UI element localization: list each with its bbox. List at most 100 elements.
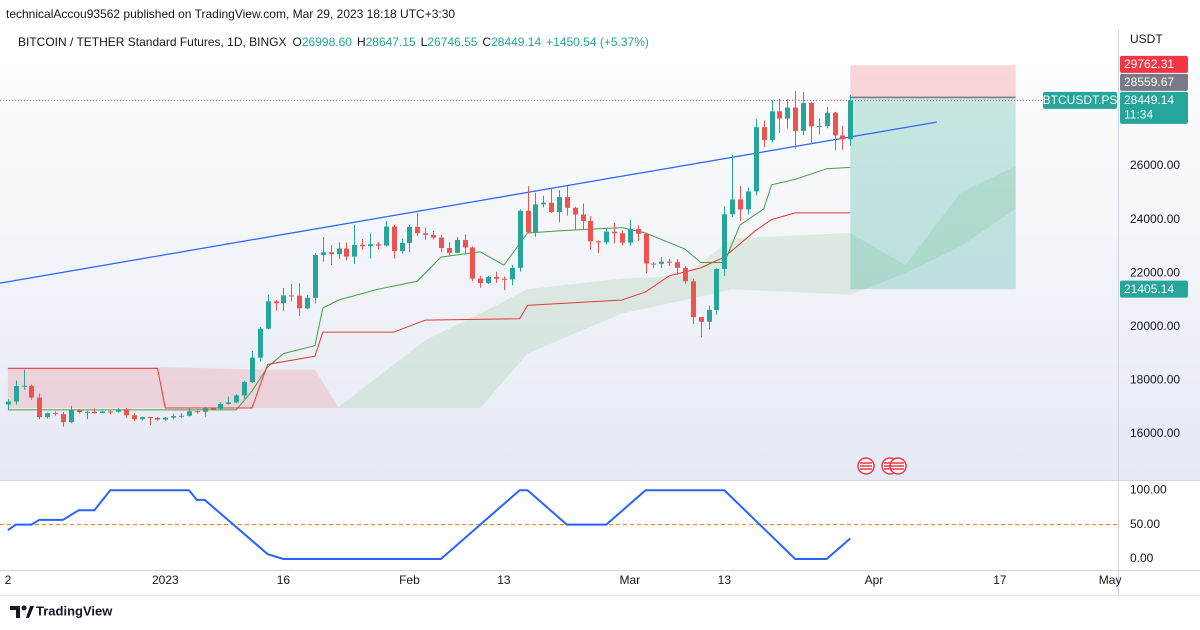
candle-body <box>92 411 97 414</box>
legend-text: BITCOIN / TETHER Standard Futures, 1D, B… <box>18 35 649 49</box>
candle-body <box>226 402 231 404</box>
flag-stripes <box>860 462 872 470</box>
candle-body <box>840 135 845 140</box>
candle-body <box>218 403 223 409</box>
candle-body <box>754 127 759 192</box>
candle-body <box>573 207 578 215</box>
candle-body <box>329 252 334 255</box>
candle-body <box>494 276 499 279</box>
candle-body <box>675 262 680 268</box>
cloud <box>338 166 1016 409</box>
trend-line <box>0 121 938 284</box>
y-tick-label: 20000.00 <box>1130 319 1180 333</box>
candle-body <box>526 210 531 233</box>
candle-body <box>344 248 349 257</box>
candle-body <box>730 199 735 215</box>
candle-body <box>234 395 239 403</box>
price-tag-label: 29762.31 <box>1124 57 1174 71</box>
brand-name[interactable]: TradingView <box>36 603 113 618</box>
x-tick-label: 13 <box>497 573 511 587</box>
symbol: BITCOIN / TETHER Standard Futures, 1D, B… <box>18 35 287 49</box>
candles <box>6 90 853 427</box>
legend-change: +1450.54 (+5.37%) <box>546 35 649 49</box>
candle-body <box>738 199 743 210</box>
x-tick-label: 16 <box>277 573 291 587</box>
candle-body <box>415 226 420 234</box>
candle-body <box>762 127 767 141</box>
candle-body <box>171 416 176 418</box>
logo-dot <box>21 605 27 611</box>
candle-body <box>211 408 216 410</box>
legend-key: L <box>421 35 428 49</box>
candle-body <box>14 386 19 402</box>
candle-body <box>384 226 389 246</box>
price-tag <box>1120 280 1188 298</box>
candle-body <box>707 309 712 322</box>
x-tick-label: 13 <box>718 573 732 587</box>
logo-slash <box>26 606 34 618</box>
y-tick-label: 24000.00 <box>1130 212 1180 226</box>
candle-body <box>69 409 74 423</box>
legend-key: H <box>357 35 366 49</box>
candle-body <box>37 397 42 418</box>
price-tag-label: 21405.14 <box>1124 282 1174 296</box>
candle-body <box>651 263 656 265</box>
candle-body <box>305 297 310 309</box>
price-tag <box>1120 73 1188 91</box>
legend-value: 28449.14 <box>491 35 541 49</box>
publisher-line: technicalAccou93562 published on Trading… <box>6 7 455 21</box>
candle-body <box>541 202 546 205</box>
event-flags[interactable] <box>857 457 907 475</box>
conversion-line <box>7 166 851 411</box>
candle-body <box>407 226 412 243</box>
candle-body <box>242 382 247 396</box>
position-tool <box>850 65 1016 290</box>
candle-body <box>565 197 570 208</box>
candle-body <box>258 328 263 358</box>
x-tick-label: 2023 <box>152 573 179 587</box>
candle-body <box>85 411 90 413</box>
candle-body <box>447 248 452 253</box>
axes: 16000.00 18000.00 20000.00 22000.00 24000.00… <box>5 158 1181 587</box>
symbol-tag <box>1043 91 1117 109</box>
candle-body <box>187 411 192 416</box>
y-tick-label: 22000.00 <box>1130 265 1180 279</box>
candle-body <box>423 233 428 235</box>
candle-body <box>431 234 436 238</box>
candle-body <box>659 261 664 264</box>
candle-body <box>148 417 153 419</box>
candle-body <box>833 112 838 136</box>
oscillator-line <box>7 489 851 560</box>
candle-body <box>289 295 294 297</box>
cloud <box>7 367 339 409</box>
indicator-lines <box>0 99 1118 411</box>
candle-body <box>557 197 562 213</box>
candle-body <box>313 254 318 298</box>
brand-logo[interactable] <box>10 605 34 619</box>
price-pane <box>0 30 1200 480</box>
candle-body <box>6 401 11 405</box>
candle-body <box>163 417 168 420</box>
candle-body <box>392 226 397 251</box>
countdown: 11:34 <box>1124 108 1153 122</box>
candle-body <box>281 295 286 304</box>
base-line <box>7 212 851 409</box>
candle-body <box>793 107 798 131</box>
y-tick-label: 18000.00 <box>1130 373 1180 387</box>
y-tick-label: 16000.00 <box>1130 426 1180 440</box>
price-tag-label: 28559.67 <box>1124 75 1174 89</box>
candle-body <box>533 204 538 233</box>
candle-body <box>683 267 688 282</box>
candle-body <box>124 409 129 416</box>
candle-body <box>61 414 66 423</box>
stop-zone <box>850 65 1016 98</box>
candle-body <box>699 317 704 322</box>
price-tag <box>1120 91 1188 124</box>
candle-body <box>722 214 727 269</box>
candle-body <box>100 411 105 414</box>
candle-body <box>376 244 381 246</box>
legend-key: O <box>293 35 302 49</box>
candle-body <box>486 276 491 284</box>
candle-body <box>140 417 145 420</box>
